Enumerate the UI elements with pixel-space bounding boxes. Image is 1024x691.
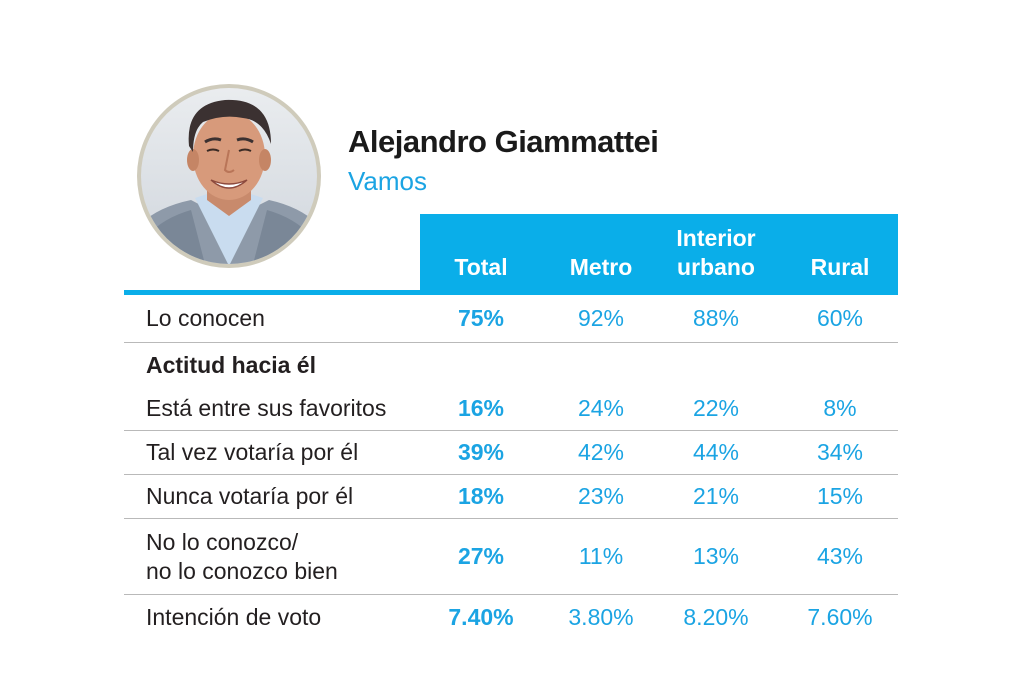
row-label-line: Tal vez votaría por él bbox=[146, 439, 359, 465]
column-header-0: Total bbox=[423, 214, 539, 290]
candidate-name: Alejandro Giammattei bbox=[348, 124, 659, 159]
column-header-1: Metro bbox=[543, 214, 659, 290]
section-label: Actitud hacia él bbox=[146, 343, 316, 387]
table-row: Está entre sus favoritos 16% 24% 22% 8% bbox=[124, 387, 898, 431]
cell-value: 13% bbox=[692, 543, 740, 569]
row-label: Tal vez votaría por él bbox=[146, 431, 358, 474]
table-row: No lo conozco/no lo conozco bien 27% 11% 13… bbox=[124, 519, 898, 595]
cell-value: 92% bbox=[577, 305, 625, 331]
cell-value: 43% bbox=[816, 543, 864, 569]
table-row: Tal vez votaría por él 39% 42% 44% 34% bbox=[124, 431, 898, 475]
column-header-line: Rural bbox=[810, 254, 870, 280]
cell-value: 88% bbox=[692, 305, 740, 331]
cell-value: 44% bbox=[692, 439, 740, 465]
row-label-line: Lo conocen bbox=[146, 305, 265, 331]
row-label: No lo conozco/no lo conozco bien bbox=[146, 519, 338, 594]
cell-value: 21% bbox=[692, 483, 740, 509]
cell-value: 16% bbox=[457, 395, 505, 421]
cell-value: 24% bbox=[577, 395, 625, 421]
cell-value: 18% bbox=[457, 483, 505, 509]
cell-value: 42% bbox=[577, 439, 625, 465]
row-label: Está entre sus favoritos bbox=[146, 387, 386, 430]
candidate-portrait bbox=[137, 84, 321, 268]
table-row: Nunca votaría por él 18% 23% 21% 15% bbox=[124, 475, 898, 519]
cell-value: 3.80% bbox=[568, 603, 634, 630]
column-header-line: Interior bbox=[676, 225, 756, 251]
cell-value: 7.60% bbox=[807, 603, 873, 630]
cell-value: 34% bbox=[816, 439, 864, 465]
cell-value: 11% bbox=[578, 543, 624, 569]
column-header-line: Total bbox=[454, 254, 508, 280]
row-label-line: Actitud hacia él bbox=[146, 351, 316, 378]
table-row: Intención de voto 7.40% 3.80% 8.20% 7.60% bbox=[124, 595, 898, 639]
column-header-3: Rural bbox=[782, 214, 898, 290]
cell-value: 8% bbox=[823, 395, 857, 421]
cell-value: 15% bbox=[816, 483, 864, 509]
row-label: Intención de voto bbox=[146, 595, 321, 639]
row-label: Lo conocen bbox=[146, 295, 265, 342]
cell-value: 7.40% bbox=[448, 603, 514, 630]
cell-value: 23% bbox=[577, 483, 625, 509]
row-label-line: no lo conozco bien bbox=[146, 557, 338, 584]
column-header-line: urbano bbox=[677, 254, 755, 280]
cell-value: 27% bbox=[457, 543, 505, 569]
column-header-2: Interior urbano bbox=[658, 214, 774, 290]
row-label: Nunca votaría por él bbox=[146, 475, 353, 518]
cell-value: 75% bbox=[457, 305, 505, 331]
table-header-band bbox=[420, 214, 898, 290]
row-label-line: Intención de voto bbox=[146, 603, 322, 630]
cell-value: 39% bbox=[457, 439, 505, 465]
table-row: Actitud hacia él bbox=[124, 343, 898, 387]
cell-value: 60% bbox=[816, 305, 864, 331]
cell-value: 22% bbox=[692, 395, 740, 421]
row-label-line: No lo conozco/ bbox=[146, 528, 299, 555]
column-header-line: Metro bbox=[569, 254, 633, 280]
table-header-underline bbox=[124, 290, 898, 295]
cell-value: 8.20% bbox=[683, 603, 749, 630]
candidate-party: Vamos bbox=[348, 166, 427, 196]
row-label-line: Nunca votaría por él bbox=[146, 483, 354, 509]
table-row: Lo conocen 75% 92% 88% 60% bbox=[124, 295, 898, 343]
row-label-line: Está entre sus favoritos bbox=[146, 395, 387, 421]
